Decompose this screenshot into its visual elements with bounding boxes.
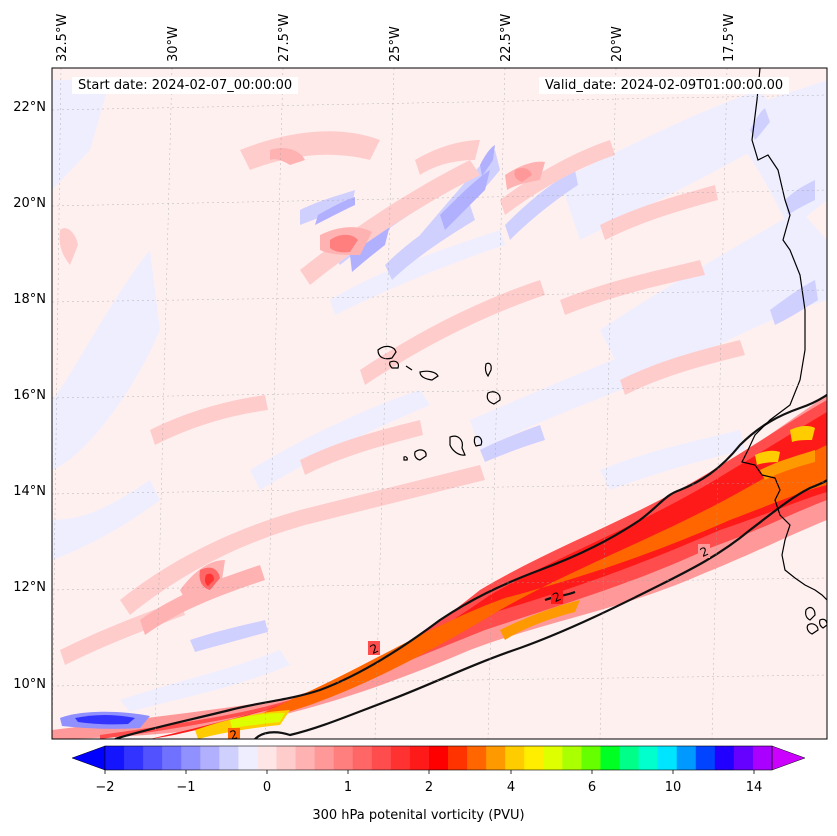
colorbar-cell [219, 746, 239, 770]
colorbar-cell [276, 746, 297, 770]
colorbar-cell [371, 746, 392, 770]
colorbar-over-arrow [771, 745, 806, 771]
colorbar-cell [543, 746, 563, 770]
lat-label: 20°N [13, 196, 46, 211]
colorbar-tick-label: 1 [344, 780, 352, 795]
blue-streaks [315, 145, 495, 272]
lon-label: 22.5°W [499, 14, 514, 62]
colorbar-under-arrow [71, 745, 106, 771]
colorbar-tick-label: 10 [665, 780, 682, 795]
colorbar-title: 300 hPa potenital vorticity (PVU) [312, 808, 525, 823]
colorbar-cell [352, 746, 373, 770]
colorbar-cell [467, 746, 487, 770]
negative-pv-regions [52, 80, 827, 712]
lon-label: 32.5°W [55, 14, 70, 62]
colorbar-cell [733, 746, 754, 770]
colorbar-cell [333, 746, 354, 770]
colorbar-cell [638, 746, 659, 770]
colorbar-cell [143, 746, 163, 770]
colorbar: −2 −1 0 1 2 4 6 10 14 [71, 745, 806, 795]
colorbar-cell [505, 746, 525, 770]
colorbar-cell [486, 746, 506, 770]
low-pv-pocket [60, 711, 150, 729]
colorbar-cell [428, 746, 449, 770]
colorbar-tick-label: −2 [95, 780, 114, 795]
lat-label: 18°N [13, 292, 46, 307]
colorbar-ticks [104, 770, 755, 774]
start-date-label: Start date: 2024-02-07_00:00:00 [72, 77, 299, 94]
colorbar-cell [524, 746, 544, 770]
colorbar-tick-label: 6 [588, 780, 596, 795]
lon-label: 17.5°W [722, 14, 737, 62]
pink-streaks [59, 131, 745, 665]
lon-label: 25°W [388, 26, 403, 62]
lon-label: 30°W [166, 26, 181, 62]
colorbar-tick-labels: −2 −1 0 1 2 4 6 10 14 [95, 780, 762, 795]
colorbar-cell [390, 746, 411, 770]
lat-label: 16°N [13, 388, 46, 403]
colorbar-cell [657, 746, 678, 770]
jet-streak [52, 395, 827, 739]
colorbar-cell [124, 746, 144, 770]
colorbar-cell [714, 746, 735, 770]
lat-label: 14°N [13, 484, 46, 499]
lon-label: 20°W [610, 26, 625, 62]
colorbar-cell [581, 746, 601, 770]
lat-label: 12°N [13, 580, 46, 595]
colorbar-cell [600, 746, 621, 770]
colorbar-cell [257, 746, 278, 770]
colorbar-cell [562, 746, 582, 770]
valid-date-label: Valid_date: 2024-02-09T01:00:00.00 [539, 77, 790, 94]
colorbar-cell [162, 746, 182, 770]
colorbar-frame [104, 745, 773, 771]
latitude-labels: 22°N 20°N 18°N 16°N 14°N 12°N 10°N [13, 100, 46, 692]
colorbar-cell [676, 746, 697, 770]
colorbar-cell [295, 746, 316, 770]
lat-label: 22°N [13, 100, 46, 115]
colorbar-cell [181, 746, 201, 770]
contour-labels: 2 2 2 2 [228, 544, 711, 743]
colorbar-cell [448, 746, 468, 770]
longitude-labels: 32.5°W 30°W 27.5°W 25°W 22.5°W 20°W 17.5… [55, 14, 737, 62]
colorbar-cell [238, 746, 258, 770]
lat-label: 10°N [13, 677, 46, 692]
colorbar-cell [695, 746, 716, 770]
cape-verde-islands [377, 345, 501, 461]
colorbar-cell [619, 746, 640, 770]
map-frame [51, 67, 828, 740]
colorbar-tick-label: −1 [176, 780, 195, 795]
contour-label: 2 [228, 727, 239, 743]
colorbar-cell [200, 746, 220, 770]
colorbar-cell [409, 746, 430, 770]
colorbar-tick-label: 2 [425, 780, 433, 795]
graticule [52, 68, 827, 739]
colorbar-tick-label: 4 [507, 780, 515, 795]
colorbar-cells [105, 746, 773, 770]
lon-label: 27.5°W [277, 14, 292, 62]
coastline [741, 68, 827, 635]
colorbar-tick-label: 0 [263, 780, 271, 795]
colorbar-cell [314, 746, 335, 770]
colorbar-tick-label: 14 [746, 780, 763, 795]
red-spots [199, 167, 532, 590]
colorbar-cell [105, 746, 125, 770]
colorbar-cell [752, 746, 773, 770]
